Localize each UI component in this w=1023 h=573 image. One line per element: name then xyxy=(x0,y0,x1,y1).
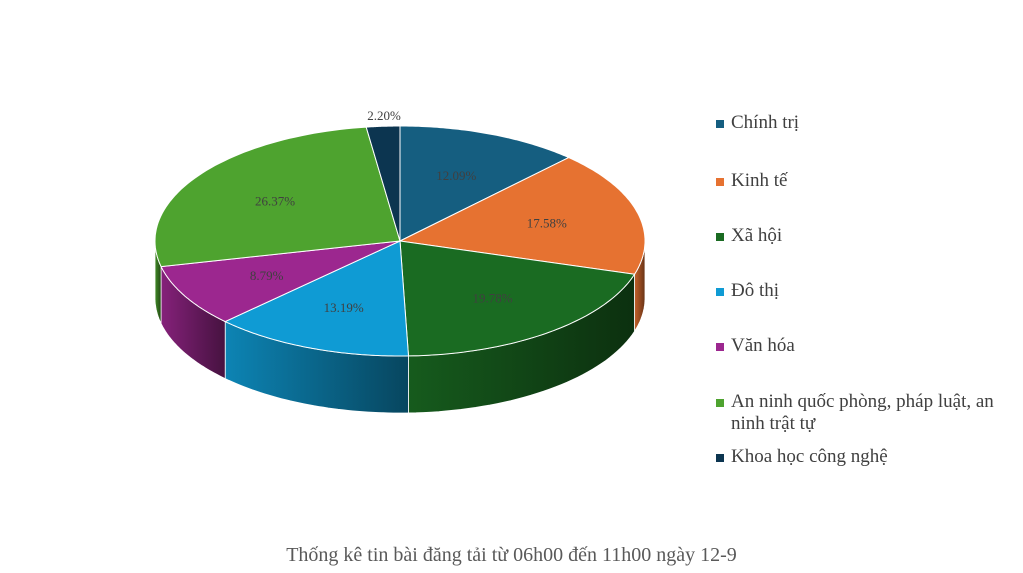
legend-item-do-thi: Đô thị xyxy=(716,280,779,302)
legend-label: Khoa học công nghệ xyxy=(731,446,888,467)
data-label: 2.20% xyxy=(367,108,401,123)
data-label: 19.78% xyxy=(473,291,513,306)
pie-slice xyxy=(399,240,636,357)
pie-side-walls xyxy=(154,241,646,414)
legend-label: Chính trị xyxy=(731,112,800,133)
pie-slice xyxy=(224,240,410,357)
data-label: 13.19% xyxy=(324,300,364,315)
legend-item-kinh-te: Kinh tế xyxy=(716,170,787,192)
legend-item-khoa-hoc: Khoa học công nghệ xyxy=(716,446,888,468)
pie-slice xyxy=(160,240,401,323)
data-label: 17.58% xyxy=(527,216,567,231)
chart-caption: Thống kê tin bài đăng tải từ 06h00 đến 1… xyxy=(286,544,737,566)
pie-slice xyxy=(365,125,401,242)
legend-label: Xã hội xyxy=(731,225,783,246)
legend-swatch xyxy=(716,178,724,186)
data-label: 12.09% xyxy=(436,168,476,183)
legend-label: An ninh quốc phòng, pháp luật, an ninh t… xyxy=(731,391,994,434)
data-label: 8.79% xyxy=(250,268,284,283)
legend-swatch xyxy=(716,233,724,241)
legend-label: Văn hóa xyxy=(731,335,795,356)
legend-item-an-ninh: An ninh quốc phòng, pháp luật, an ninh t… xyxy=(716,391,1023,435)
legend-item-chinh-tri: Chính trị xyxy=(716,112,1023,134)
legend-label: Kinh tế xyxy=(731,170,788,191)
legend: Chính trị Kinh tế Xã hội Đô thị Văn hóa … xyxy=(716,112,1023,467)
pie-slice xyxy=(399,125,570,242)
data-label: 26.37% xyxy=(255,194,295,209)
legend-swatch xyxy=(716,454,724,462)
legend-label: Đô thị xyxy=(731,280,780,301)
pie-slice xyxy=(154,126,401,268)
legend-swatch xyxy=(716,399,724,407)
legend-swatch xyxy=(716,120,724,128)
legend-item-van-hoa: Văn hóa xyxy=(716,335,795,357)
legend-swatch xyxy=(716,343,724,351)
legend-item-xa-hoi: Xã hội xyxy=(716,225,782,247)
pie-slice xyxy=(398,157,646,275)
legend-swatch xyxy=(716,288,724,296)
